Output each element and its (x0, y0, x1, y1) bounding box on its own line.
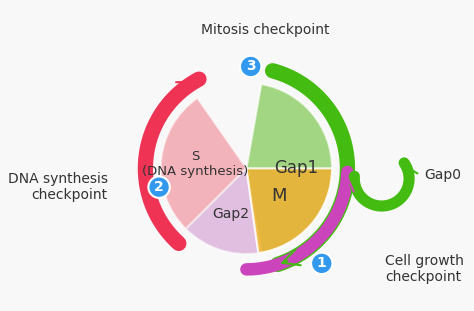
Text: Gap1: Gap1 (274, 159, 318, 177)
Text: 3: 3 (246, 59, 255, 73)
Text: M: M (271, 188, 286, 206)
Wedge shape (186, 168, 258, 254)
Text: Mitosis checkpoint: Mitosis checkpoint (201, 23, 329, 37)
Text: Gap0: Gap0 (425, 168, 462, 182)
Circle shape (240, 56, 261, 77)
Text: Gap2: Gap2 (213, 207, 250, 221)
Circle shape (311, 253, 332, 274)
Wedge shape (161, 98, 246, 229)
Text: 1: 1 (317, 256, 327, 270)
Wedge shape (246, 168, 332, 253)
Text: DNA synthesis
checkpoint: DNA synthesis checkpoint (8, 172, 108, 202)
Text: S
(DNA synthesis): S (DNA synthesis) (142, 150, 248, 178)
Wedge shape (246, 84, 332, 253)
Text: 2: 2 (154, 180, 164, 194)
Circle shape (148, 176, 170, 198)
Text: Cell growth
checkpoint: Cell growth checkpoint (385, 254, 464, 285)
